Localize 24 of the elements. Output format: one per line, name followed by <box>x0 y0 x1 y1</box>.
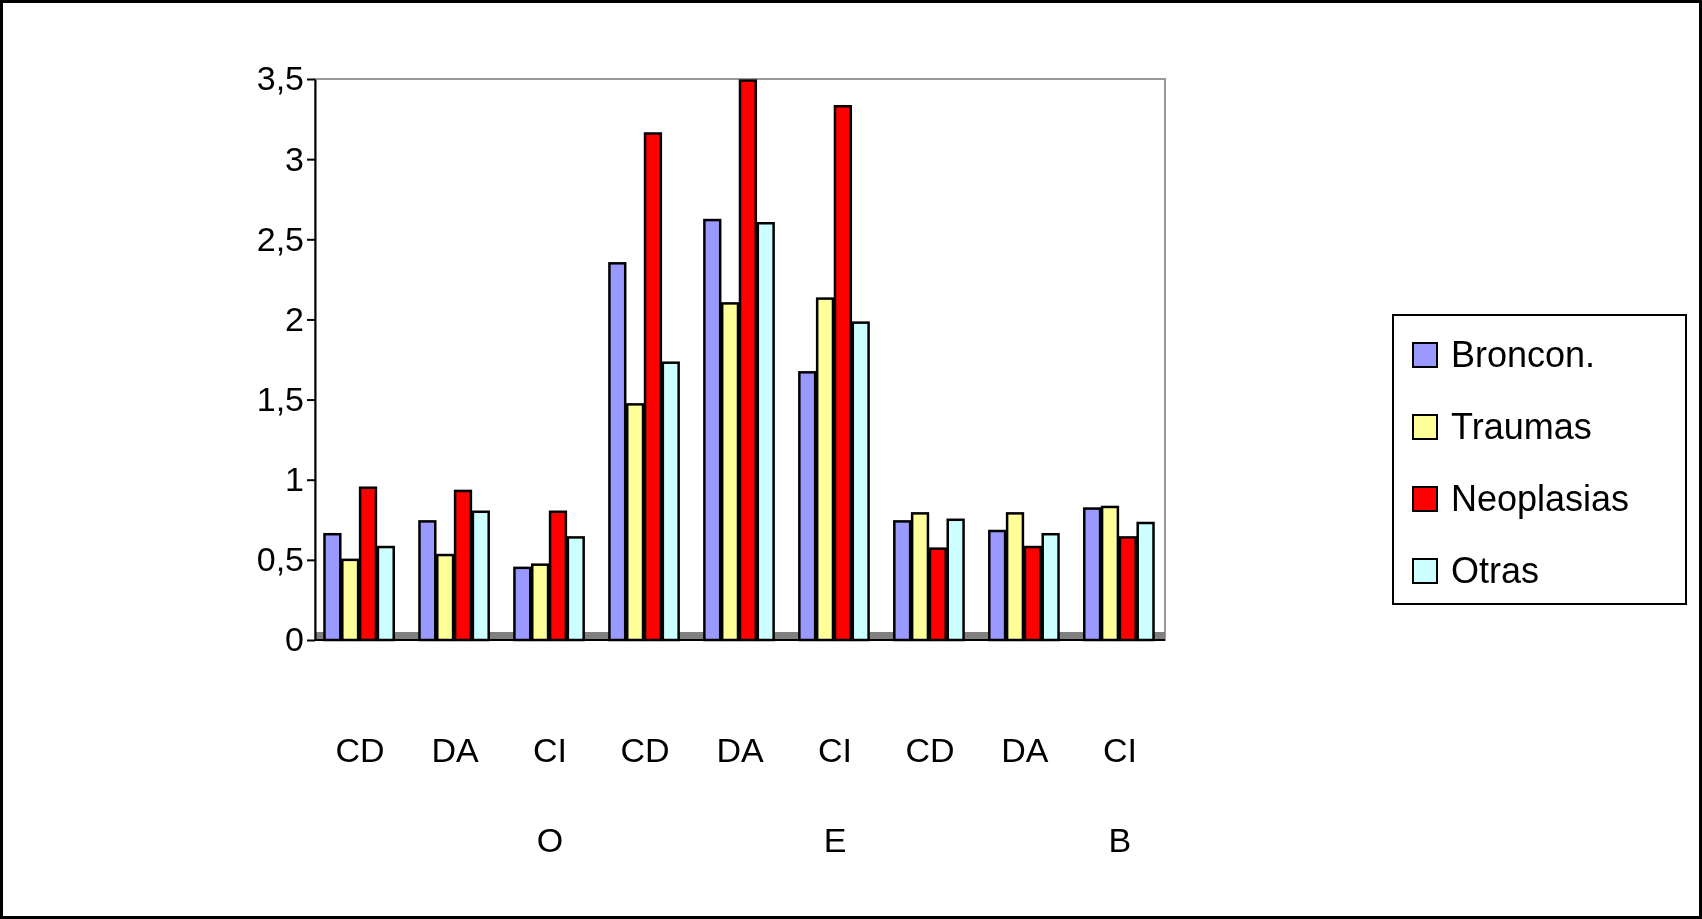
legend-label: Broncon. <box>1451 334 1596 375</box>
y-tick-label: 2 <box>285 299 304 338</box>
text: B <box>1108 821 1132 859</box>
text: E <box>823 821 847 859</box>
y-tick-label: 3,5 <box>256 59 304 98</box>
x-tick-label: CD <box>905 731 955 769</box>
y-tick-label: 0,5 <box>256 540 304 579</box>
x-tick-label: DA <box>431 731 480 769</box>
x-tick-label: CI <box>1102 731 1137 769</box>
legend-label: Neoplasias <box>1451 478 1630 519</box>
y-tick-label: 2,5 <box>256 219 304 258</box>
x-tick-label: CD <box>620 731 670 769</box>
y-tick-label: 1,5 <box>256 379 304 418</box>
legend-label: Otras <box>1451 550 1540 591</box>
text: O <box>536 821 564 859</box>
y-tick-label: 1 <box>285 460 304 499</box>
x-tick-label: DA <box>716 731 764 769</box>
y-tick-label: 3 <box>285 139 304 178</box>
y-tick-label: 0 <box>285 620 304 659</box>
x-tick-label: CD <box>335 731 385 769</box>
x-tick-label: CI <box>817 731 852 769</box>
x-tick-label: CI <box>533 731 568 769</box>
x-tick-label: DA <box>1001 731 1049 769</box>
legend-label: Traumas <box>1451 406 1592 447</box>
